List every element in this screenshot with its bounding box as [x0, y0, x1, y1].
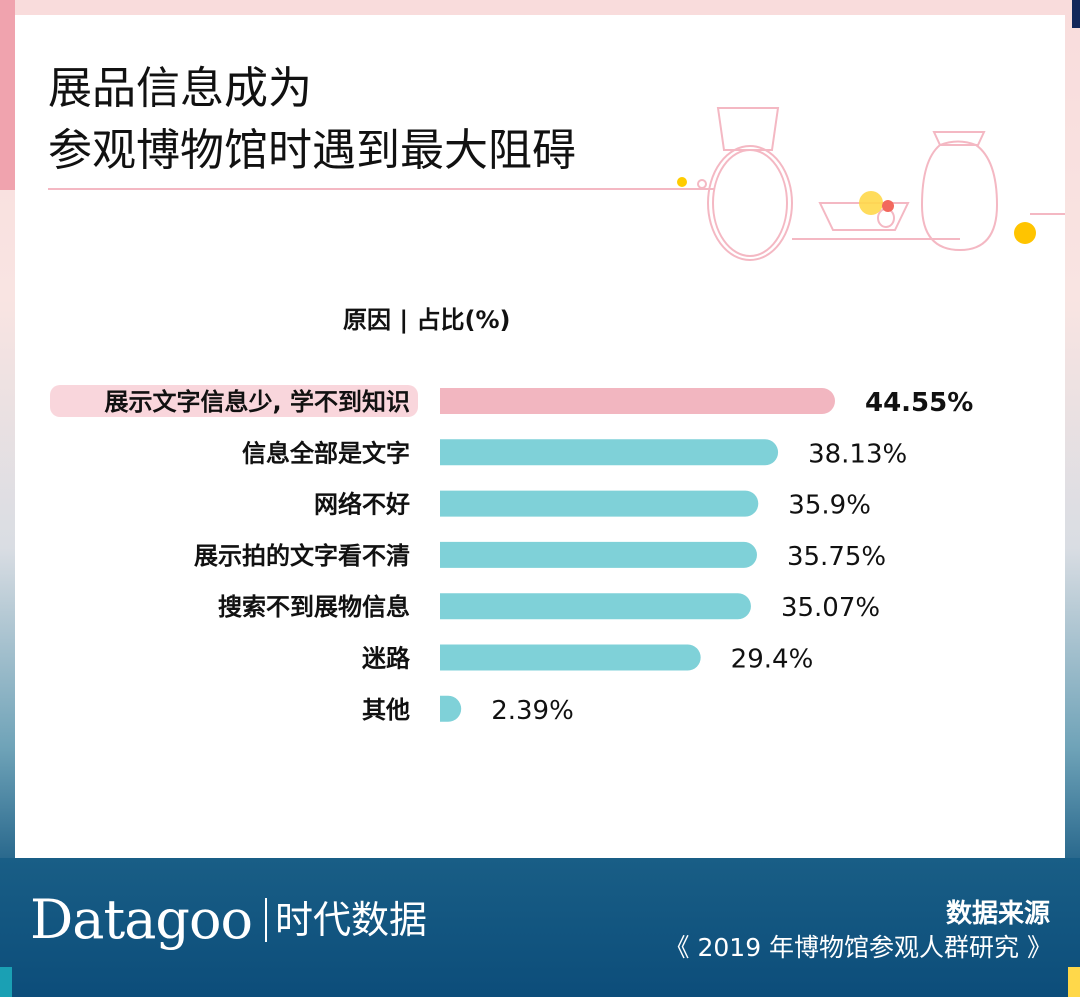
logo-cn: 时代数据 — [265, 898, 427, 942]
chart-title: 展品信息成为 参观博物馆时遇到最大阻碍 — [48, 58, 576, 182]
category-label: 展示拍的文字看不清 — [194, 542, 410, 570]
value-label: 44.55% — [865, 388, 973, 418]
title-line-1: 展品信息成为 — [48, 63, 312, 114]
vase-illustration — [48, 107, 1065, 261]
bar-chart: 展示文字信息少, 学不到知识 44.55% 信息全部是文字 38.13% 网络不好 35.… — [50, 385, 973, 726]
decor-corner — [1072, 0, 1080, 28]
bar — [440, 644, 701, 671]
value-label: 35.9% — [788, 491, 871, 521]
title-line-2: 参观博物馆时遇到最大阻碍 — [48, 125, 576, 176]
decor-strip — [0, 0, 15, 190]
bar — [440, 439, 779, 466]
value-label: 38.13% — [808, 439, 907, 469]
category-label: 迷路 — [362, 645, 411, 673]
category-label: 信息全部是文字 — [242, 439, 410, 467]
value-label: 29.4% — [731, 645, 814, 675]
decor-corner — [0, 967, 12, 997]
bar — [440, 695, 462, 722]
category-label: 网络不好 — [314, 491, 410, 519]
bar — [440, 593, 751, 620]
value-label: 2.39% — [491, 696, 574, 726]
chart-panel — [15, 15, 1065, 858]
category-label: 展示文字信息少, 学不到知识 — [105, 388, 410, 416]
decor-corner — [1068, 967, 1080, 997]
highlight-label-bg — [50, 385, 418, 417]
source-title: 数据来源 — [945, 899, 1050, 929]
category-label: 搜索不到展物信息 — [218, 593, 410, 621]
source-text: 《 2019 年博物馆参观人群研究 》 — [664, 933, 1052, 962]
category-label: 其他 — [362, 696, 410, 724]
value-label: 35.75% — [787, 542, 886, 572]
bar — [440, 541, 757, 568]
bar — [440, 388, 835, 414]
value-label: 35.07% — [781, 593, 880, 623]
footer-band — [0, 858, 1080, 997]
chart-header: 原因 | 占比(%) — [343, 306, 511, 334]
logo: Datagoo — [30, 888, 253, 951]
bar — [440, 490, 759, 517]
